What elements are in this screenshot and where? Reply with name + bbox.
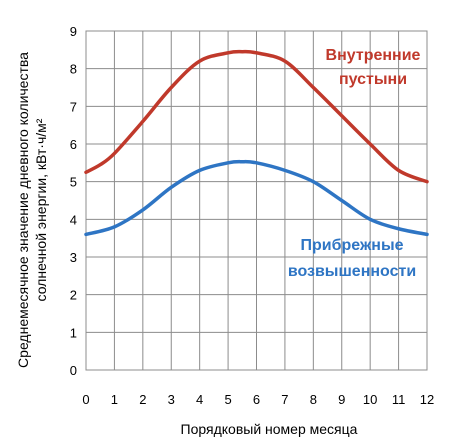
y-tick-label: 7 xyxy=(70,99,77,114)
series-label-desert-line1: Внутренние xyxy=(326,47,421,64)
x-axis-label: Порядковый номер месяца xyxy=(181,421,358,437)
series-label-highlands-line2: возвышенности xyxy=(288,263,416,280)
series-label-desert: Внутренние пустыни xyxy=(326,47,421,88)
x-tick-label: 4 xyxy=(196,392,203,407)
x-tick-label: 11 xyxy=(392,392,406,407)
x-tick-label: 2 xyxy=(139,392,146,407)
x-tick-label: 6 xyxy=(253,392,260,407)
x-tick-label: 3 xyxy=(168,392,175,407)
x-tick-label: 8 xyxy=(310,392,317,407)
y-axis-label-line2: солнечной энергии, кВт·ч/м² xyxy=(33,118,49,301)
series-label-highlands: Прибрежные возвышенности xyxy=(288,237,416,280)
y-tick-label: 0 xyxy=(70,363,77,378)
y-tick-label: 2 xyxy=(70,288,77,303)
x-tick-label: 10 xyxy=(363,392,377,407)
y-axis-label: Среднемесячное значение дневного количес… xyxy=(15,52,49,368)
x-tick-label: 9 xyxy=(338,392,345,407)
series-line-highlands xyxy=(84,159,429,237)
plot-area xyxy=(84,49,429,237)
x-tick-label: 0 xyxy=(82,392,89,407)
x-tick-label: 12 xyxy=(420,392,434,407)
grid xyxy=(85,30,428,371)
y-tick-label: 6 xyxy=(70,137,77,152)
series-label-desert-line2: пустыни xyxy=(339,71,407,88)
series-line-desert xyxy=(84,49,429,184)
x-tick-label: 7 xyxy=(281,392,288,407)
y-tick-label: 1 xyxy=(70,325,77,340)
y-tick-label: 5 xyxy=(70,175,77,190)
x-tick-label: 1 xyxy=(111,392,118,407)
x-tick-label: 5 xyxy=(224,392,231,407)
y-tick-label: 8 xyxy=(70,62,77,77)
y-tick-label: 3 xyxy=(70,250,77,265)
y-axis-label-line1: Среднемесячное значение дневного количес… xyxy=(15,52,31,368)
series-label-highlands-line1: Прибрежные xyxy=(300,237,403,254)
y-tick-label: 9 xyxy=(70,24,77,39)
y-tick-label: 4 xyxy=(70,212,77,227)
